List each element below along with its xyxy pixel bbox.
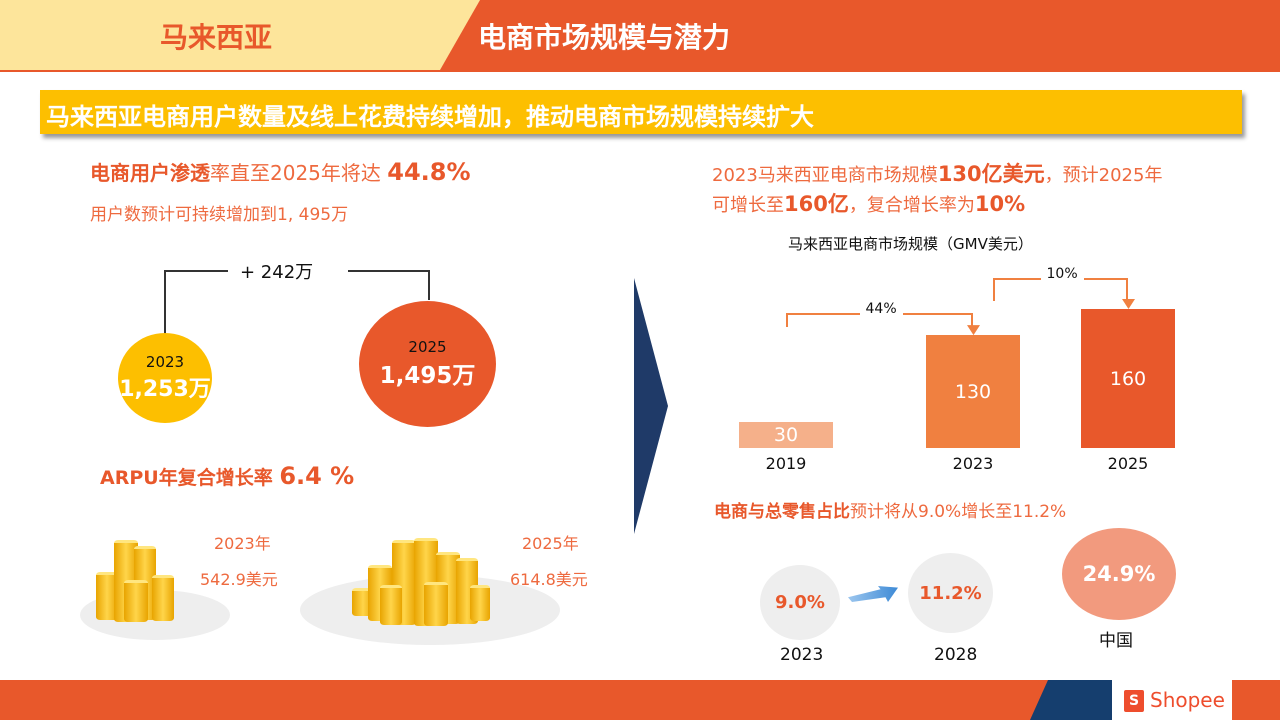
header-left bbox=[0, 0, 480, 70]
growth-label: 44% bbox=[859, 301, 903, 317]
m2d: 10% bbox=[974, 192, 1026, 216]
r-vchina: 24.9% bbox=[1082, 562, 1156, 586]
m1b: 130亿美元 bbox=[937, 162, 1045, 186]
shopee-logo: Shopee bbox=[1150, 688, 1225, 712]
circle-2025: 2025 1,495万 bbox=[359, 301, 496, 427]
arpu-y2025: 2025年 bbox=[522, 534, 579, 553]
arpu-v2025: 614.8美元 bbox=[510, 570, 588, 589]
circle-2023: 2023 1,253万 bbox=[118, 333, 212, 423]
page-title: 电商市场规模与潜力 bbox=[478, 21, 731, 54]
y2025: 2025 bbox=[408, 338, 447, 356]
chart-title: 马来西亚电商市场规模（GMV美元） bbox=[788, 235, 1033, 253]
footer-logo-area: S Shopee bbox=[1112, 680, 1232, 720]
r-v2023: 9.0% bbox=[775, 592, 825, 613]
m2c: ，复合增长率为 bbox=[848, 195, 975, 216]
r-china: 中国 bbox=[1099, 631, 1133, 651]
r-v2028: 11.2% bbox=[919, 582, 982, 604]
country-title: 马来西亚 bbox=[160, 21, 273, 54]
m1a: 2023马来西亚电商市场规模 bbox=[712, 165, 938, 186]
arpu-value: 6.4 % bbox=[279, 462, 355, 490]
users-sub: 用户数预计可持续增加到1, 495万 bbox=[90, 205, 349, 225]
r-rest: 预计将从9.0%增长至11.2% bbox=[850, 502, 1067, 522]
arrow-up-right-icon bbox=[848, 586, 898, 602]
r-y2023: 2023 bbox=[780, 645, 824, 665]
circle-china: 24.9% bbox=[1062, 528, 1176, 620]
h-rest: 率直至2025年将达 bbox=[210, 161, 388, 185]
arpu-v2023: 542.9美元 bbox=[200, 570, 278, 589]
m2a: 可增长至 bbox=[712, 195, 784, 216]
bar-2023: 130 bbox=[926, 335, 1020, 448]
h-value: 44.8% bbox=[387, 158, 471, 186]
circle-11: 11.2% bbox=[908, 553, 993, 633]
connector-left bbox=[164, 270, 228, 334]
v2025: 1,495万 bbox=[379, 363, 476, 389]
increase-label: + 242万 bbox=[240, 262, 314, 283]
y2023: 2023 bbox=[145, 353, 185, 371]
r-bold: 电商与总零售占比 bbox=[714, 502, 850, 522]
arrow-down-icon bbox=[1122, 299, 1135, 309]
circle-9: 9.0% bbox=[760, 565, 840, 640]
users-headline: 电商用户渗透率直至2025年将达 44.8% bbox=[90, 157, 471, 186]
v2023: 1,253万 bbox=[119, 377, 211, 402]
arpu-y2023: 2023年 bbox=[214, 534, 271, 553]
banner: 马来西亚电商用户数量及线上花费持续增加，推动电商市场规模持续扩大 bbox=[40, 90, 1242, 134]
arpu-headline: ARPU年复合增长率 6.4 % bbox=[100, 462, 354, 490]
x-tick-2019: 2019 bbox=[765, 454, 807, 473]
x-tick-2025: 2025 bbox=[1107, 454, 1149, 473]
market-headline: 2023马来西亚电商市场规模130亿美元，预计2025年 可增长至160亿，复合… bbox=[712, 160, 1162, 220]
arpu-label: ARPU年复合增长率 bbox=[100, 467, 280, 489]
growth-label: 10% bbox=[1040, 266, 1084, 282]
shopee-bag-icon: S bbox=[1124, 690, 1144, 712]
arrow-down-icon bbox=[967, 325, 980, 336]
retail-headline: 电商与总零售占比预计将从9.0%增长至11.2% bbox=[714, 497, 1066, 522]
connector-right bbox=[348, 270, 430, 300]
x-tick-2023: 2023 bbox=[952, 454, 994, 473]
h-bold: 电商用户渗透 bbox=[90, 161, 210, 185]
chevron-divider-icon bbox=[634, 278, 668, 534]
bar-2019: 30 bbox=[739, 421, 833, 448]
header-right bbox=[440, 0, 1280, 70]
bar-2025: 160 bbox=[1081, 309, 1175, 448]
m2b: 160亿 bbox=[784, 192, 849, 216]
banner-text: 马来西亚电商用户数量及线上花费持续增加，推动电商市场规模持续扩大 bbox=[46, 103, 814, 131]
m1c: ，预计2025年 bbox=[1044, 165, 1163, 186]
r-y2028: 2028 bbox=[934, 645, 978, 665]
header-divider bbox=[0, 70, 1280, 72]
